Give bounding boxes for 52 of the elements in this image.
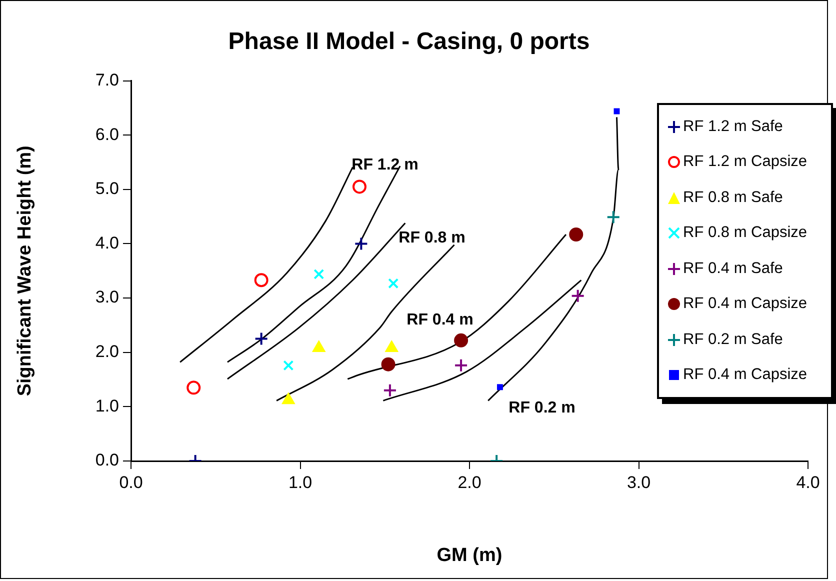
annotation: RF 0.4 m	[406, 311, 474, 328]
y-tick-label: 4.0	[95, 233, 119, 252]
point	[352, 180, 366, 194]
point	[614, 108, 620, 114]
x-axis-title: GM (m)	[436, 544, 502, 566]
point	[254, 332, 268, 346]
annotation: RF 0.8 m	[398, 229, 466, 246]
legend-label: RF 1.2 m Capsize	[683, 153, 808, 172]
y-tick-label: 6.0	[95, 124, 119, 144]
y-tick-label: 5.0	[95, 179, 119, 198]
point	[385, 341, 398, 352]
point	[382, 383, 397, 398]
point	[569, 228, 584, 242]
point	[314, 268, 324, 280]
annotation: RF 1.2 m	[352, 156, 418, 174]
y-tick-label: 1.0	[95, 396, 119, 416]
y-tick-label: 2.0	[95, 342, 119, 362]
point	[312, 341, 326, 352]
point	[254, 273, 268, 288]
x-tick-label: 4.0	[796, 472, 820, 492]
x-tick-label: 3.0	[626, 472, 651, 492]
legend-label: RF 0.8 m Capsize	[683, 224, 808, 242]
annotation: RF 0.2 m	[508, 399, 576, 416]
point	[570, 288, 585, 303]
line-series	[382, 279, 582, 402]
legend-label: RF 0.4 m Capsize	[683, 295, 808, 314]
point	[283, 360, 294, 371]
x-tick-label: 2.0	[458, 472, 482, 492]
point	[496, 384, 503, 390]
point	[186, 380, 201, 395]
point	[354, 236, 368, 251]
legend-label: RF 0.2 m Safe	[683, 330, 783, 349]
chart-title: Phase II Model - Casing, 0 ports	[228, 28, 590, 56]
point	[381, 357, 396, 372]
x-tick-label: 0.0	[119, 472, 143, 492]
legend-label: RF 0.4 m Safe	[683, 260, 783, 278]
line-series	[276, 244, 456, 402]
point	[454, 333, 468, 348]
point	[282, 393, 295, 404]
y-axis-title: Significant Wave Height (m)	[14, 146, 36, 396]
x-tick-label: 1.0	[288, 472, 312, 492]
legend-label: RF 0.8 m Safe	[683, 188, 783, 207]
y-tick-label: 0.0	[95, 450, 119, 470]
point	[606, 210, 620, 224]
point	[388, 278, 399, 289]
line-series	[179, 166, 354, 363]
y-tick-label: 7.0	[95, 70, 119, 90]
line-series	[487, 116, 620, 402]
legend-label: RF 1.2 m Safe	[683, 118, 783, 136]
y-tick-label: 3.0	[95, 288, 119, 307]
point	[454, 358, 468, 372]
legend-label: RF 0.4 m Capsize	[683, 366, 808, 384]
